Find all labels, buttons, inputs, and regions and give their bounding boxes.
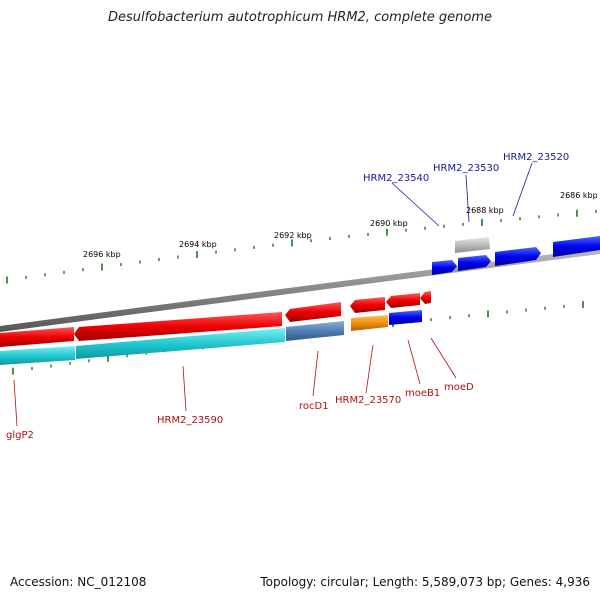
gene-label-HRM2_23570[interactable]: HRM2_23570 (335, 395, 401, 406)
reverse-cds-arrow[interactable] (285, 302, 341, 322)
gene-box[interactable] (76, 328, 285, 359)
genome-stats-text: Topology: circular; Length: 5,589,073 bp… (260, 575, 590, 589)
forward-gene-labels: HRM2_23520 HRM2_23530 HRM2_23540 (363, 152, 569, 227)
ruler-label: 2694 kbp (179, 240, 217, 249)
gene-box[interactable] (286, 321, 344, 341)
forward-cds-arrow[interactable] (458, 255, 491, 271)
ruler-label: 2686 kbp (560, 191, 598, 200)
gene-label-moeD[interactable]: moeD (444, 382, 474, 393)
outer-tick-ruler (6, 209, 597, 284)
gene-label-HRM2_23530[interactable]: HRM2_23530 (433, 163, 499, 174)
accession-text: Accession: NC_012108 (10, 575, 147, 589)
reverse-cds-arrow[interactable] (0, 327, 74, 347)
gene-box[interactable] (0, 346, 75, 365)
gene-label-HRM2_23540[interactable]: HRM2_23540 (363, 173, 429, 184)
reverse-cds-arrow[interactable] (350, 297, 385, 313)
reverse-cds-arrow[interactable] (420, 291, 431, 304)
gene-label-glgP2[interactable]: glgP2 (6, 430, 34, 441)
gene-box[interactable] (351, 315, 388, 331)
gene-track (0, 310, 422, 365)
leader-line (312, 350, 319, 397)
reverse-cds-arrow[interactable] (386, 293, 420, 308)
leader-line (13, 379, 18, 427)
forward-strand-track (432, 236, 600, 275)
map-title: Desulfobacterium autotrophicum HRM2, com… (107, 10, 493, 25)
ruler-label: 2692 kbp (274, 231, 312, 240)
gene-label-HRM2_23590[interactable]: HRM2_23590 (157, 415, 223, 426)
pseudogene-box[interactable] (455, 237, 490, 253)
leader-line (365, 344, 374, 394)
reverse-strand-track (0, 291, 431, 347)
gene-label-HRM2_23520[interactable]: HRM2_23520 (503, 152, 569, 163)
leader-line (407, 339, 421, 385)
leader-line (465, 174, 470, 223)
leader-line (182, 365, 187, 412)
reverse-gene-labels: moeD moeB1 HRM2_23570 rocD1 HRM2_23590 g… (6, 337, 474, 441)
gene-label-moeB1[interactable]: moeB1 (405, 388, 440, 399)
forward-cds-arrow[interactable] (432, 260, 457, 275)
forward-cds-arrow[interactable] (553, 236, 600, 257)
reverse-cds-arrow[interactable] (74, 312, 282, 341)
leader-line (430, 337, 457, 379)
gene-box[interactable] (389, 310, 422, 325)
ruler-label: 2696 kbp (83, 250, 121, 259)
gene-label-rocD1[interactable]: rocD1 (299, 401, 329, 412)
ruler-label: 2688 kbp (466, 206, 504, 215)
leader-line (391, 182, 440, 227)
leader-line (512, 162, 533, 217)
forward-cds-arrow[interactable] (495, 247, 541, 266)
ruler-label: 2690 kbp (370, 219, 408, 228)
ruler-labels: 2686 kbp 2688 kbp 2690 kbp 2692 kbp 2694… (83, 191, 598, 259)
